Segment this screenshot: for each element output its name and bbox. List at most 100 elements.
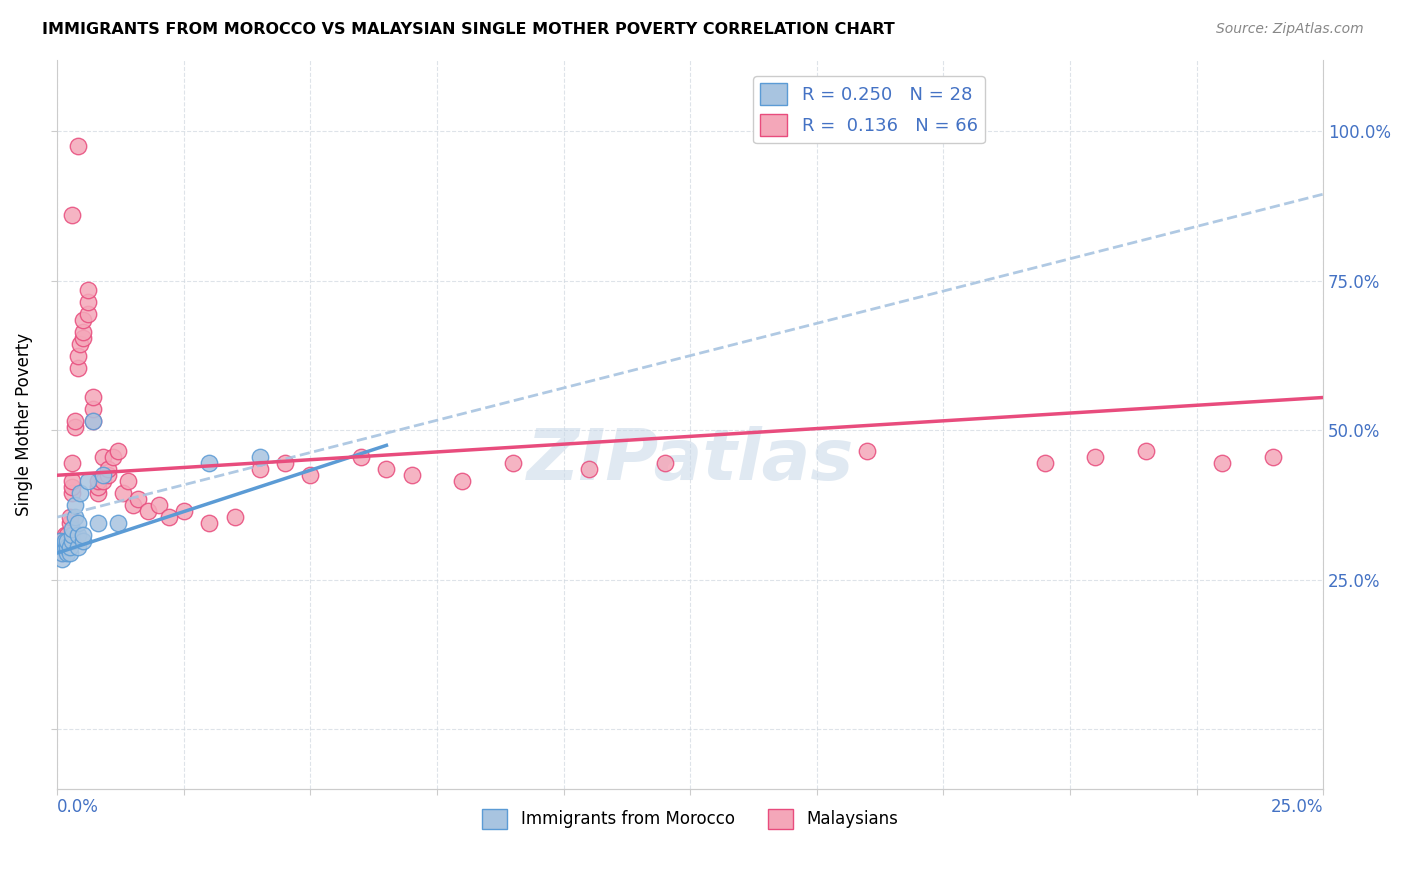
Point [375, 462, 398, 476]
Point [112, 486, 135, 500]
Text: IMMIGRANTS FROM MOROCCO VS MALAYSIAN SINGLE MOTHER POVERTY CORRELATION CHART: IMMIGRANTS FROM MOROCCO VS MALAYSIAN SIN… [42, 22, 896, 37]
Point [122, 498, 145, 512]
Point [249, 450, 271, 465]
Point [91, 450, 114, 465]
Point [56, 540, 79, 554]
Point [51, 546, 73, 560]
Point [101, 450, 124, 465]
Point [72, 331, 94, 345]
Point [63, 498, 86, 512]
Point [49, 534, 72, 549]
Point [56, 540, 79, 554]
Point [62, 480, 84, 494]
Point [350, 450, 373, 465]
Point [87, 516, 110, 530]
Point [91, 468, 114, 483]
Point [82, 391, 104, 405]
Point [249, 462, 271, 476]
Point [1261, 450, 1284, 465]
Point [66, 139, 89, 153]
Point [82, 414, 104, 428]
Point [76, 283, 98, 297]
Point [76, 294, 98, 309]
Point [1135, 444, 1157, 458]
Point [274, 456, 297, 470]
Point [51, 546, 73, 560]
Point [63, 510, 86, 524]
Point [148, 498, 170, 512]
Point [299, 468, 322, 483]
Point [157, 510, 180, 524]
Point [451, 474, 474, 488]
Point [53, 540, 76, 554]
Point [1084, 450, 1107, 465]
Point [76, 307, 98, 321]
Point [138, 504, 160, 518]
Point [59, 510, 82, 524]
Point [654, 456, 676, 470]
Point [66, 528, 89, 542]
Point [62, 528, 84, 542]
Point [502, 456, 524, 470]
Text: ZIPatlas: ZIPatlas [526, 426, 853, 495]
Point [59, 546, 82, 560]
Point [173, 504, 195, 518]
Text: 0.0%: 0.0% [58, 798, 100, 816]
Point [198, 456, 221, 470]
Point [107, 444, 129, 458]
Point [62, 456, 84, 470]
Point [578, 462, 600, 476]
Point [66, 540, 89, 554]
Point [66, 349, 89, 363]
Point [856, 444, 879, 458]
Point [97, 468, 120, 483]
Point [224, 510, 246, 524]
Point [62, 534, 84, 549]
Point [59, 540, 82, 554]
Point [107, 516, 129, 530]
Point [82, 402, 104, 417]
Point [49, 534, 72, 549]
Point [198, 516, 221, 530]
Point [53, 534, 76, 549]
Point [56, 534, 79, 549]
Point [72, 534, 94, 549]
Point [87, 474, 110, 488]
Point [87, 480, 110, 494]
Point [117, 474, 139, 488]
Point [76, 474, 98, 488]
Point [56, 546, 79, 560]
Point [72, 312, 94, 326]
Point [51, 540, 73, 554]
Point [91, 474, 114, 488]
Point [63, 414, 86, 428]
Text: 25.0%: 25.0% [1271, 798, 1323, 816]
Point [72, 325, 94, 339]
Point [53, 534, 76, 549]
Point [56, 534, 79, 549]
Point [59, 516, 82, 530]
Point [82, 414, 104, 428]
Point [1211, 456, 1233, 470]
Point [69, 336, 91, 351]
Point [401, 468, 423, 483]
Point [62, 474, 84, 488]
Point [66, 516, 89, 530]
Point [53, 540, 76, 554]
Point [56, 528, 79, 542]
Point [53, 528, 76, 542]
Point [87, 486, 110, 500]
Y-axis label: Single Mother Poverty: Single Mother Poverty [15, 333, 32, 516]
Point [51, 552, 73, 566]
Legend: Immigrants from Morocco, Malaysians: Immigrants from Morocco, Malaysians [475, 802, 905, 836]
Point [127, 492, 149, 507]
Point [62, 486, 84, 500]
Point [63, 420, 86, 434]
Point [69, 486, 91, 500]
Point [51, 534, 73, 549]
Point [97, 462, 120, 476]
Point [62, 208, 84, 222]
Point [62, 522, 84, 536]
Point [1033, 456, 1056, 470]
Point [72, 528, 94, 542]
